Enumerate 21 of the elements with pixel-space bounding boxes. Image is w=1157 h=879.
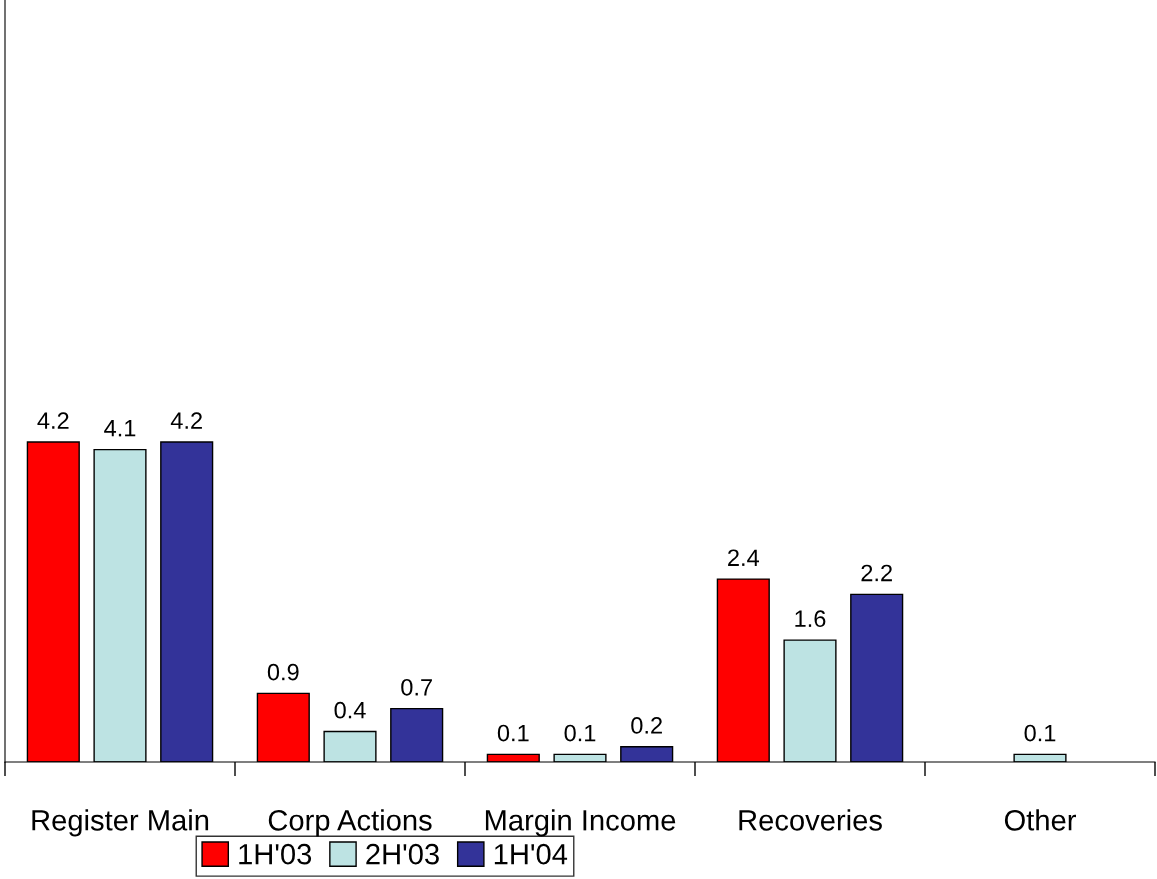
data-label: 0.1	[497, 724, 529, 742]
data-label: 0.1	[1024, 724, 1056, 742]
legend-label: 2H'03	[366, 843, 439, 865]
x-tick-label: Recoveries	[739, 809, 882, 831]
x-tick-label: Register Main	[32, 809, 209, 837]
data-label: 4.2	[170, 412, 202, 429]
x-tick-label: Margin Income	[485, 809, 676, 837]
legend-label: 1H'04	[494, 843, 568, 865]
data-label: 4.1	[104, 420, 136, 437]
legend-label: 1H'03	[239, 843, 312, 865]
data-label: 2.4	[728, 549, 760, 566]
data-label: 0.7	[401, 678, 432, 696]
x-tick-label: Corp Actions	[268, 809, 432, 837]
data-label: 2.2	[861, 564, 892, 582]
data-label: 0.9	[267, 663, 299, 681]
data-label: 0.2	[631, 717, 662, 734]
data-label: 1.6	[795, 610, 826, 628]
data-label: 0.1	[564, 724, 596, 742]
data-label: 0.4	[334, 701, 366, 719]
x-tick-label: Other	[1004, 809, 1076, 831]
data-label: 4.2	[37, 412, 69, 429]
